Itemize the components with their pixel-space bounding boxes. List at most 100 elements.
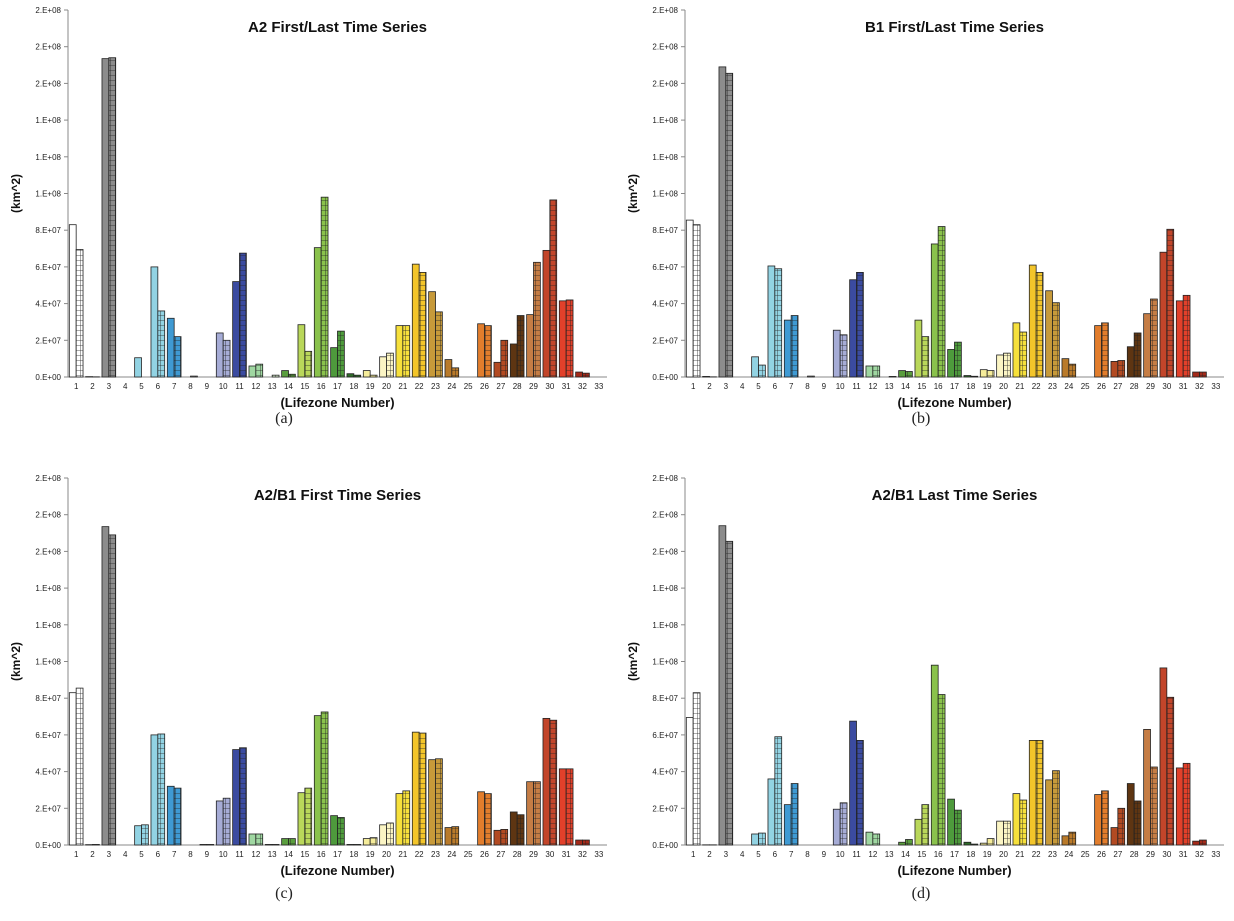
- bar-5-plain: [751, 833, 759, 846]
- bar-12-plain: [865, 831, 874, 846]
- y-tick-label: 6.E+07: [35, 731, 61, 740]
- y-tick-label: 4.E+07: [35, 300, 61, 309]
- x-tick-label: 6: [773, 850, 778, 859]
- x-tick-label: 21: [398, 850, 407, 859]
- x-tick-label: 27: [496, 382, 505, 391]
- y-tick-label: 2.E+08: [35, 6, 61, 15]
- x-tick-label: 16: [317, 382, 326, 391]
- x-tick-label: 19: [366, 850, 375, 859]
- bar-26-grid: [484, 793, 492, 846]
- x-tick-label: 8: [188, 850, 193, 859]
- bar-13-grid: [888, 376, 897, 378]
- bar-2-grid: [92, 844, 100, 846]
- bar-18-plain: [963, 841, 972, 846]
- bar-15-grid: [921, 804, 930, 846]
- x-tick-label: 9: [205, 382, 210, 391]
- x-tick-label: 17: [333, 850, 342, 859]
- bar-7-plain: [166, 317, 175, 378]
- x-tick-label: 20: [999, 382, 1008, 391]
- bar-20-plain: [996, 354, 1004, 378]
- x-tick-label: 29: [529, 382, 538, 391]
- x-tick-label: 29: [529, 850, 538, 859]
- bar-16-grid: [320, 711, 329, 846]
- x-tick-label: 16: [934, 850, 943, 859]
- x-tick-label: 4: [740, 850, 745, 859]
- x-tick-label: 16: [317, 850, 326, 859]
- bar-21-grid: [1019, 799, 1028, 846]
- x-tick-label: 23: [1048, 850, 1057, 859]
- y-axis-label: (km^2): [626, 642, 640, 681]
- x-tick-label: 1: [74, 382, 79, 391]
- chart-title: A2/B1 Last Time Series: [872, 487, 1038, 504]
- x-tick-label: 20: [999, 850, 1008, 859]
- x-tick-label: 4: [740, 382, 745, 391]
- bar-18-plain: [346, 373, 355, 378]
- x-tick-label: 14: [284, 850, 293, 859]
- y-tick-label: 6.E+07: [652, 263, 678, 272]
- x-tick-label: 30: [545, 382, 554, 391]
- x-tick-label: 15: [300, 850, 309, 859]
- x-tick-label: 25: [464, 850, 473, 859]
- bar-27-plain: [493, 361, 502, 378]
- x-tick-label: 15: [917, 850, 926, 859]
- bar-13-plain: [264, 844, 273, 846]
- bar-16-grid: [937, 694, 946, 846]
- x-tick-label: 31: [562, 382, 571, 391]
- x-tick-label: 9: [205, 850, 210, 859]
- bar-6-plain: [150, 266, 159, 378]
- x-tick-label: 11: [235, 382, 244, 391]
- bar-1-plain: [68, 692, 77, 846]
- x-tick-label: 24: [1064, 382, 1073, 391]
- bar-28-grid: [1133, 332, 1142, 378]
- x-tick-label: 28: [1130, 850, 1139, 859]
- y-tick-label: 6.E+07: [652, 731, 678, 740]
- x-tick-label: 10: [219, 382, 228, 391]
- x-tick-label: 31: [562, 850, 571, 859]
- y-tick-label: 0.E+00: [652, 841, 678, 850]
- bar-29-grid: [533, 781, 541, 846]
- bar-19-grid: [986, 370, 995, 378]
- bar-10-grid: [222, 797, 231, 846]
- bar-30-plain: [1159, 251, 1168, 378]
- bar-7-grid: [173, 336, 182, 378]
- x-tick-label: 7: [172, 382, 177, 391]
- x-tick-label: 2: [90, 850, 95, 859]
- bar-26-plain: [477, 323, 485, 378]
- y-tick-label: 1.E+08: [35, 153, 61, 162]
- panel-caption-d: (d): [911, 885, 931, 902]
- bar-24-plain: [1061, 358, 1070, 378]
- bar-30-grid: [549, 719, 558, 846]
- x-tick-label: 22: [1032, 382, 1041, 391]
- x-tick-label: 4: [123, 382, 128, 391]
- bar-3-grid: [725, 72, 734, 378]
- bar-14-grid: [905, 371, 913, 378]
- bar-11-grid: [239, 747, 247, 846]
- bar-3-plain: [718, 525, 727, 846]
- bar-11-grid: [239, 252, 247, 378]
- bar-29-grid: [1150, 298, 1158, 378]
- x-tick-label: 6: [156, 382, 161, 391]
- y-tick-label: 0.E+00: [652, 373, 678, 382]
- y-tick-label: 4.E+07: [652, 300, 678, 309]
- y-tick-label: 2.E+08: [35, 79, 61, 88]
- bar-17-plain: [330, 815, 338, 846]
- bar-29-plain: [1143, 313, 1151, 378]
- bar-30-plain: [542, 717, 551, 846]
- bar-26-plain: [1094, 325, 1102, 378]
- bar-20-grid: [386, 822, 394, 846]
- bar-7-grid: [790, 315, 799, 378]
- bar-29-plain: [526, 314, 534, 378]
- y-tick-label: 1.E+08: [652, 584, 678, 593]
- bar-14-plain: [281, 370, 289, 378]
- x-tick-label: 26: [1097, 850, 1106, 859]
- y-tick-label: 1.E+08: [35, 116, 61, 125]
- bar-26-plain: [1094, 794, 1102, 846]
- x-axis-label: (Lifezone Number): [897, 863, 1011, 878]
- bar-31-plain: [1175, 300, 1184, 378]
- bar-27-grid: [1117, 360, 1126, 378]
- y-axis-label: (km^2): [9, 642, 23, 681]
- x-tick-label: 1: [74, 850, 79, 859]
- bar-31-grid: [1182, 762, 1191, 846]
- y-tick-label: 1.E+08: [652, 190, 678, 199]
- x-tick-label: 19: [983, 382, 992, 391]
